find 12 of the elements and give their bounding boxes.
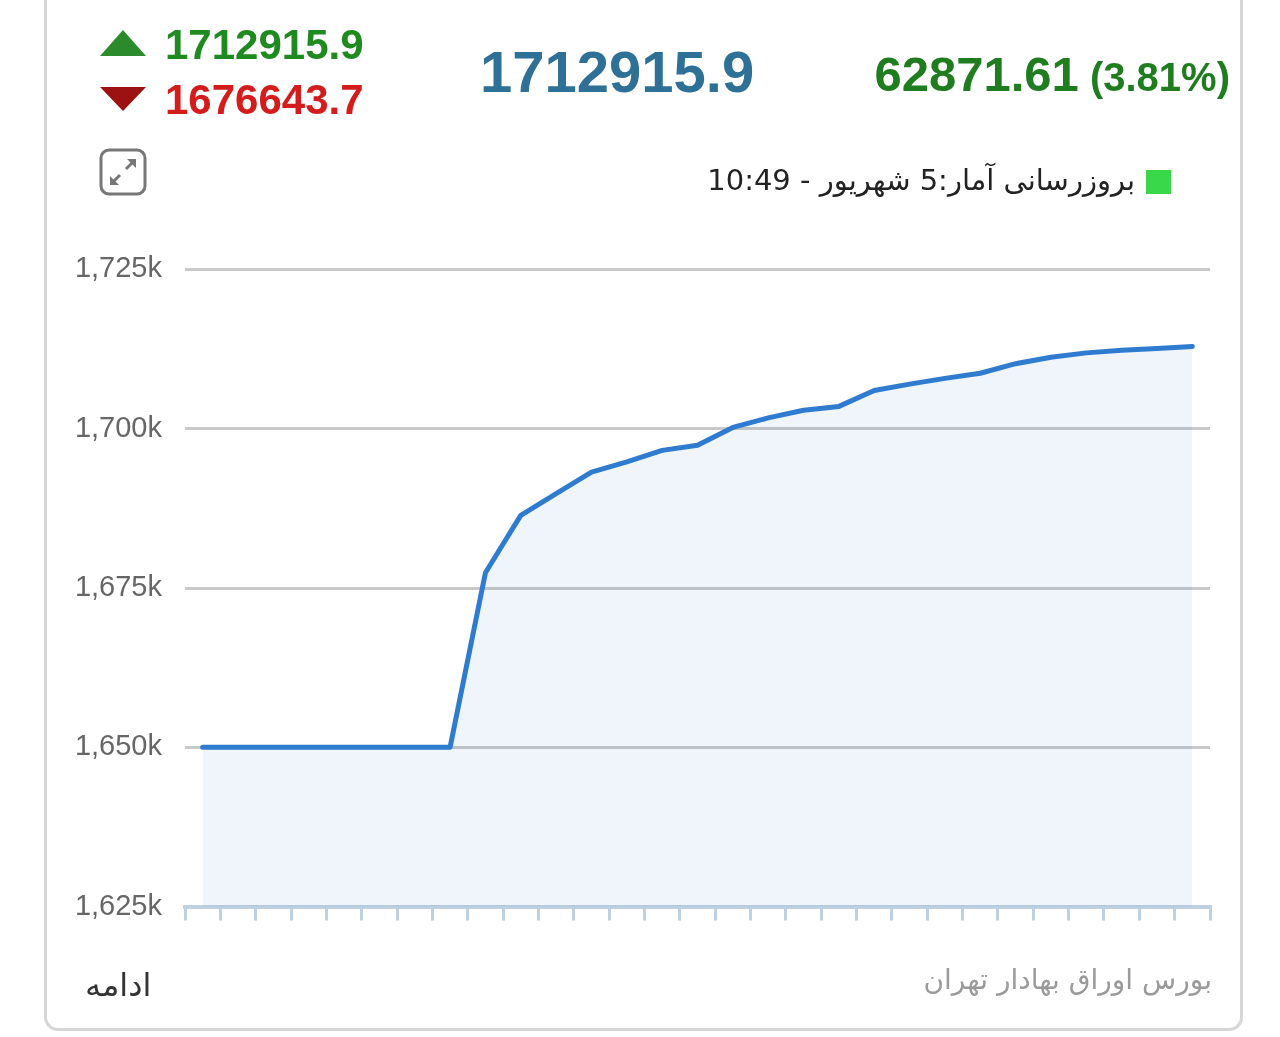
y-tick-label: 1,700k [74,410,163,443]
y-tick-label: 1,725k [74,251,163,284]
text: 1712915.9 [165,21,364,68]
text: 62871.61 (3.81%) [874,47,1230,101]
text: بروزرسانی آمار:5 شهریور - 10:49 [707,163,1135,197]
y-tick-label: 1,625k [74,888,163,921]
text: بورس اوراق بهادار تهران [923,963,1212,996]
y-tick-label: 1,650k [74,729,163,762]
text: ادامه [85,966,152,1004]
text: 1712915.9 [480,39,755,104]
text: 1676643.7 [165,76,364,123]
y-tick-label: 1,675k [74,570,163,602]
